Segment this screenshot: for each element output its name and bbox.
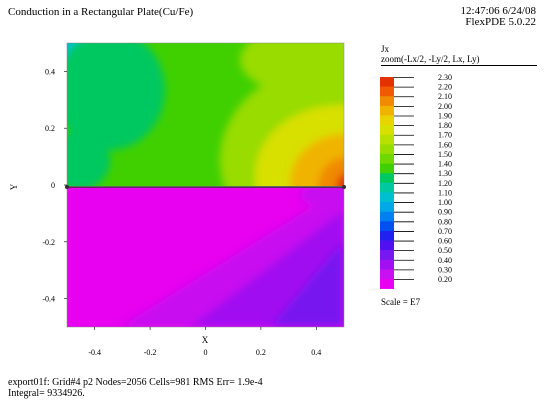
lower-region-contours <box>67 187 344 327</box>
colorbar-swatch <box>380 230 394 241</box>
x-tick-label: 0.4 <box>311 348 321 357</box>
colorbar-label: 2.30 <box>438 73 452 82</box>
colorbar-swatch <box>380 125 394 136</box>
colorbar-swatch <box>380 279 394 289</box>
colorbar-label: 0.50 <box>438 246 452 255</box>
colorbar-swatch <box>380 221 394 232</box>
x-axis: -0.4 -0.2 0 0.2 0.4 X <box>88 327 321 357</box>
scale-note: Scale = E7 <box>381 297 421 307</box>
colorbar-label: 1.30 <box>438 169 452 178</box>
integral-value: Integral= 9334926. <box>8 388 85 399</box>
chart-title: Conduction in a Rectangular Plate(Cu/Fe) <box>8 6 194 18</box>
colorbar-swatch <box>380 134 394 145</box>
colorbar-swatch <box>380 153 394 164</box>
version-label: FlexPDE 5.0.22 <box>465 16 536 28</box>
colorbar-label: 0.80 <box>438 217 452 226</box>
colorbar-swatch <box>380 259 394 270</box>
x-tick-label: 0.2 <box>256 348 266 357</box>
colorbar-label: 0.30 <box>438 265 452 274</box>
colorbar-label: 0.40 <box>438 256 452 265</box>
colorbar: 2.302.202.102.001.901.801.701.601.501.40… <box>380 73 452 289</box>
colorbar-label: 1.50 <box>438 150 452 159</box>
colorbar-swatch <box>380 269 394 280</box>
legend-divider <box>381 65 537 66</box>
colorbar-label: 1.20 <box>438 179 452 188</box>
y-tick-label: -0.2 <box>42 238 55 247</box>
colorbar-swatch <box>380 163 394 174</box>
y-axis: 0.4 0.2 0 -0.2 -0.4 Y <box>9 67 67 304</box>
colorbar-label: 1.40 <box>438 160 452 169</box>
colorbar-swatch <box>380 96 394 107</box>
colorbar-label: 1.80 <box>438 121 452 130</box>
y-tick-label: -0.4 <box>42 295 55 304</box>
colorbar-label: 1.90 <box>438 111 452 120</box>
timestamp: 12:47:06 6/24/08 <box>460 5 536 17</box>
y-tick-label: 0 <box>51 181 55 190</box>
colorbar-label: 2.10 <box>438 92 452 101</box>
x-tick-label: -0.4 <box>88 348 101 357</box>
colorbar-label: 0.60 <box>438 237 452 246</box>
interface-node-right <box>342 185 346 189</box>
legend-variable: Jx <box>381 44 390 54</box>
y-tick-label: 0.4 <box>45 67 55 76</box>
colorbar-label: 2.20 <box>438 83 452 92</box>
colorbar-swatch <box>380 105 394 116</box>
colorbar-swatch <box>380 192 394 203</box>
colorbar-label: 1.10 <box>438 188 452 197</box>
colorbar-label: 2.00 <box>438 102 452 111</box>
x-axis-label: X <box>202 335 209 345</box>
colorbar-swatch <box>380 173 394 184</box>
colorbar-swatch <box>380 211 394 222</box>
interface-node-left <box>65 185 69 189</box>
colorbar-label: 0.70 <box>438 227 452 236</box>
colorbar-swatch <box>380 86 394 97</box>
header-info: 12:47:06 6/24/08 FlexPDE 5.0.22 <box>461 6 536 28</box>
colorbar-label: 1.00 <box>438 198 452 207</box>
grid-info: export01f: Grid#4 p2 Nodes=2056 Cells=98… <box>8 377 263 388</box>
x-tick-label: 0 <box>204 348 208 357</box>
colorbar-swatch <box>380 202 394 212</box>
y-axis-label: Y <box>9 183 19 190</box>
y-tick-label: 0.2 <box>45 124 55 133</box>
colorbar-swatch <box>380 144 394 155</box>
colorbar-swatch <box>380 250 394 261</box>
colorbar-label: 1.70 <box>438 131 452 140</box>
legend-expression: zoom(-Lx/2, -Ly/2, Lx, Ly) <box>381 54 480 64</box>
colorbar-label: 1.60 <box>438 140 452 149</box>
colorbar-swatch <box>380 240 394 251</box>
colorbar-swatch <box>380 77 394 87</box>
upper-region-contours <box>67 43 344 186</box>
colorbar-label: 0.90 <box>438 208 452 217</box>
x-tick-label: -0.2 <box>144 348 157 357</box>
colorbar-swatch <box>380 115 394 126</box>
colorbar-swatch <box>380 182 394 193</box>
colorbar-label: 0.20 <box>438 275 452 284</box>
